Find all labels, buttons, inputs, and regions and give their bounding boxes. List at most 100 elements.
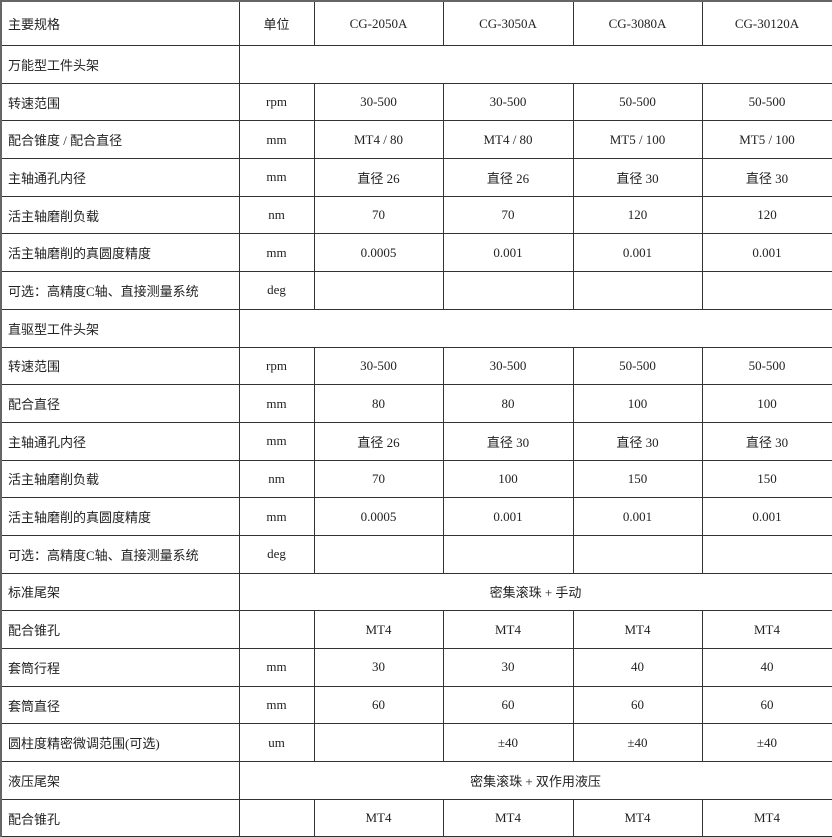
cell-value: 直径 30: [572, 158, 703, 197]
row-unit: um: [238, 723, 315, 763]
cell-value: [313, 271, 444, 310]
row-label: 主轴通孔内径: [0, 421, 240, 461]
row-label: 直驱型工件头架: [0, 308, 240, 348]
cell-value: MT4: [572, 610, 703, 649]
cell-value: 50-500: [572, 346, 703, 386]
cell-value: 100: [442, 459, 574, 499]
cell-value: MT4: [313, 610, 444, 649]
header-spec: 主要规格: [0, 0, 240, 46]
row-label: 圆柱度精密微调范围(可选): [0, 723, 240, 763]
cell-value: 直径 30: [572, 421, 703, 461]
cell-value: 直径 26: [313, 158, 444, 197]
cell-value: 40: [701, 648, 832, 687]
row-label: 液压尾架: [0, 761, 240, 800]
table-row: 主轴通孔内径 mm 直径 26 直径 30 直径 30 直径 30: [0, 421, 832, 461]
row-unit: mm: [238, 384, 315, 423]
table-row: 配合锥度 / 配合直径 mm MT4 / 80 MT4 / 80 MT5 / 100 MT…: [0, 120, 832, 160]
table-row: 主轴通孔内径 mm 直径 26 直径 26 直径 30 直径 30: [0, 158, 832, 197]
cell-value: 60: [442, 685, 574, 725]
section-value: [238, 45, 832, 84]
table-row: 配合直径 mm 80 80 100 100: [0, 384, 832, 423]
cell-value: ±40: [572, 723, 703, 763]
cell-value: 30: [313, 648, 444, 687]
table-row: 可选：高精度C轴、直接测量系统 deg: [0, 271, 832, 310]
cell-value: 30-500: [442, 346, 574, 386]
row-label: 可选：高精度C轴、直接测量系统: [0, 271, 240, 310]
row-label: 转速范围: [0, 82, 240, 122]
cell-value: 100: [572, 384, 703, 423]
row-unit: nm: [238, 459, 315, 499]
cell-value: MT4: [442, 610, 574, 649]
row-unit: rpm: [238, 346, 315, 386]
cell-value: 直径 30: [442, 421, 574, 461]
cell-value: 60: [701, 685, 832, 725]
row-unit: mm: [238, 233, 315, 273]
header-unit: 单位: [238, 0, 315, 46]
row-label: 配合直径: [0, 384, 240, 423]
row-label: 配合锥度 / 配合直径: [0, 120, 240, 160]
cell-value: MT4 / 80: [442, 120, 574, 160]
cell-value: 50-500: [701, 82, 832, 122]
row-unit: deg: [238, 534, 315, 574]
table-row: 活主轴磨削负载 nm 70 70 120 120: [0, 195, 832, 235]
table-row: 圆柱度精密微调范围(可选) um ±40 ±40 ±40: [0, 723, 832, 763]
row-label: 万能型工件头架: [0, 45, 240, 84]
cell-value: [572, 271, 703, 310]
row-label: 标准尾架: [0, 572, 240, 612]
row-unit: mm: [238, 120, 315, 160]
cell-value: 0.001: [442, 497, 574, 536]
cell-value: 0.001: [701, 497, 832, 536]
cell-value: 50-500: [701, 346, 832, 386]
cell-value: 70: [442, 195, 574, 235]
row-unit: rpm: [238, 82, 315, 122]
cell-value: MT4: [442, 798, 574, 837]
row-label: 主轴通孔内径: [0, 158, 240, 197]
section-row: 万能型工件头架: [0, 45, 832, 84]
cell-value: [701, 534, 832, 574]
header-model: CG-2050A: [313, 0, 444, 46]
cell-value: 直径 30: [701, 421, 832, 461]
cell-value: [442, 271, 574, 310]
cell-value: MT4: [701, 798, 832, 837]
cell-value: [442, 534, 574, 574]
row-unit: [238, 798, 315, 837]
cell-value: ±40: [442, 723, 574, 763]
cell-value: 70: [313, 459, 444, 499]
cell-value: 30-500: [313, 346, 444, 386]
header-model: CG-3080A: [572, 0, 703, 46]
table-row: 转速范围 rpm 30-500 30-500 50-500 50-500: [0, 82, 832, 122]
cell-value: 120: [572, 195, 703, 235]
table-row: 配合锥孔 MT4 MT4 MT4 MT4: [0, 610, 832, 649]
cell-value: 0.001: [701, 233, 832, 273]
cell-value: MT5 / 100: [572, 120, 703, 160]
cell-value: 0.001: [572, 497, 703, 536]
table-row: 套筒行程 mm 30 30 40 40: [0, 648, 832, 687]
row-label: 套筒直径: [0, 685, 240, 725]
row-unit: mm: [238, 685, 315, 725]
cell-value: MT4: [313, 798, 444, 837]
row-label: 配合锥孔: [0, 798, 240, 837]
cell-value: [572, 534, 703, 574]
table-row: 活主轴磨削负载 nm 70 100 150 150: [0, 459, 832, 499]
cell-value: 150: [572, 459, 703, 499]
cell-value: 60: [572, 685, 703, 725]
cell-value: 直径 26: [313, 421, 444, 461]
row-unit: deg: [238, 271, 315, 310]
cell-value: 50-500: [572, 82, 703, 122]
cell-value: MT5 / 100: [701, 120, 832, 160]
cell-value: 30: [442, 648, 574, 687]
cell-value: 0.001: [572, 233, 703, 273]
table-row: 活主轴磨削的真圆度精度 mm 0.0005 0.001 0.001 0.001: [0, 233, 832, 273]
cell-value: 40: [572, 648, 703, 687]
row-label: 转速范围: [0, 346, 240, 386]
row-label: 配合锥孔: [0, 610, 240, 649]
section-row: 直驱型工件头架: [0, 308, 832, 348]
row-unit: [238, 610, 315, 649]
section-value: 密集滚珠 + 双作用液压: [238, 761, 832, 800]
table-row: 套筒直径 mm 60 60 60 60: [0, 685, 832, 725]
cell-value: 30-500: [442, 82, 574, 122]
row-label: 活主轴磨削的真圆度精度: [0, 497, 240, 536]
cell-value: MT4 / 80: [313, 120, 444, 160]
cell-value: ±40: [701, 723, 832, 763]
cell-value: [313, 534, 444, 574]
